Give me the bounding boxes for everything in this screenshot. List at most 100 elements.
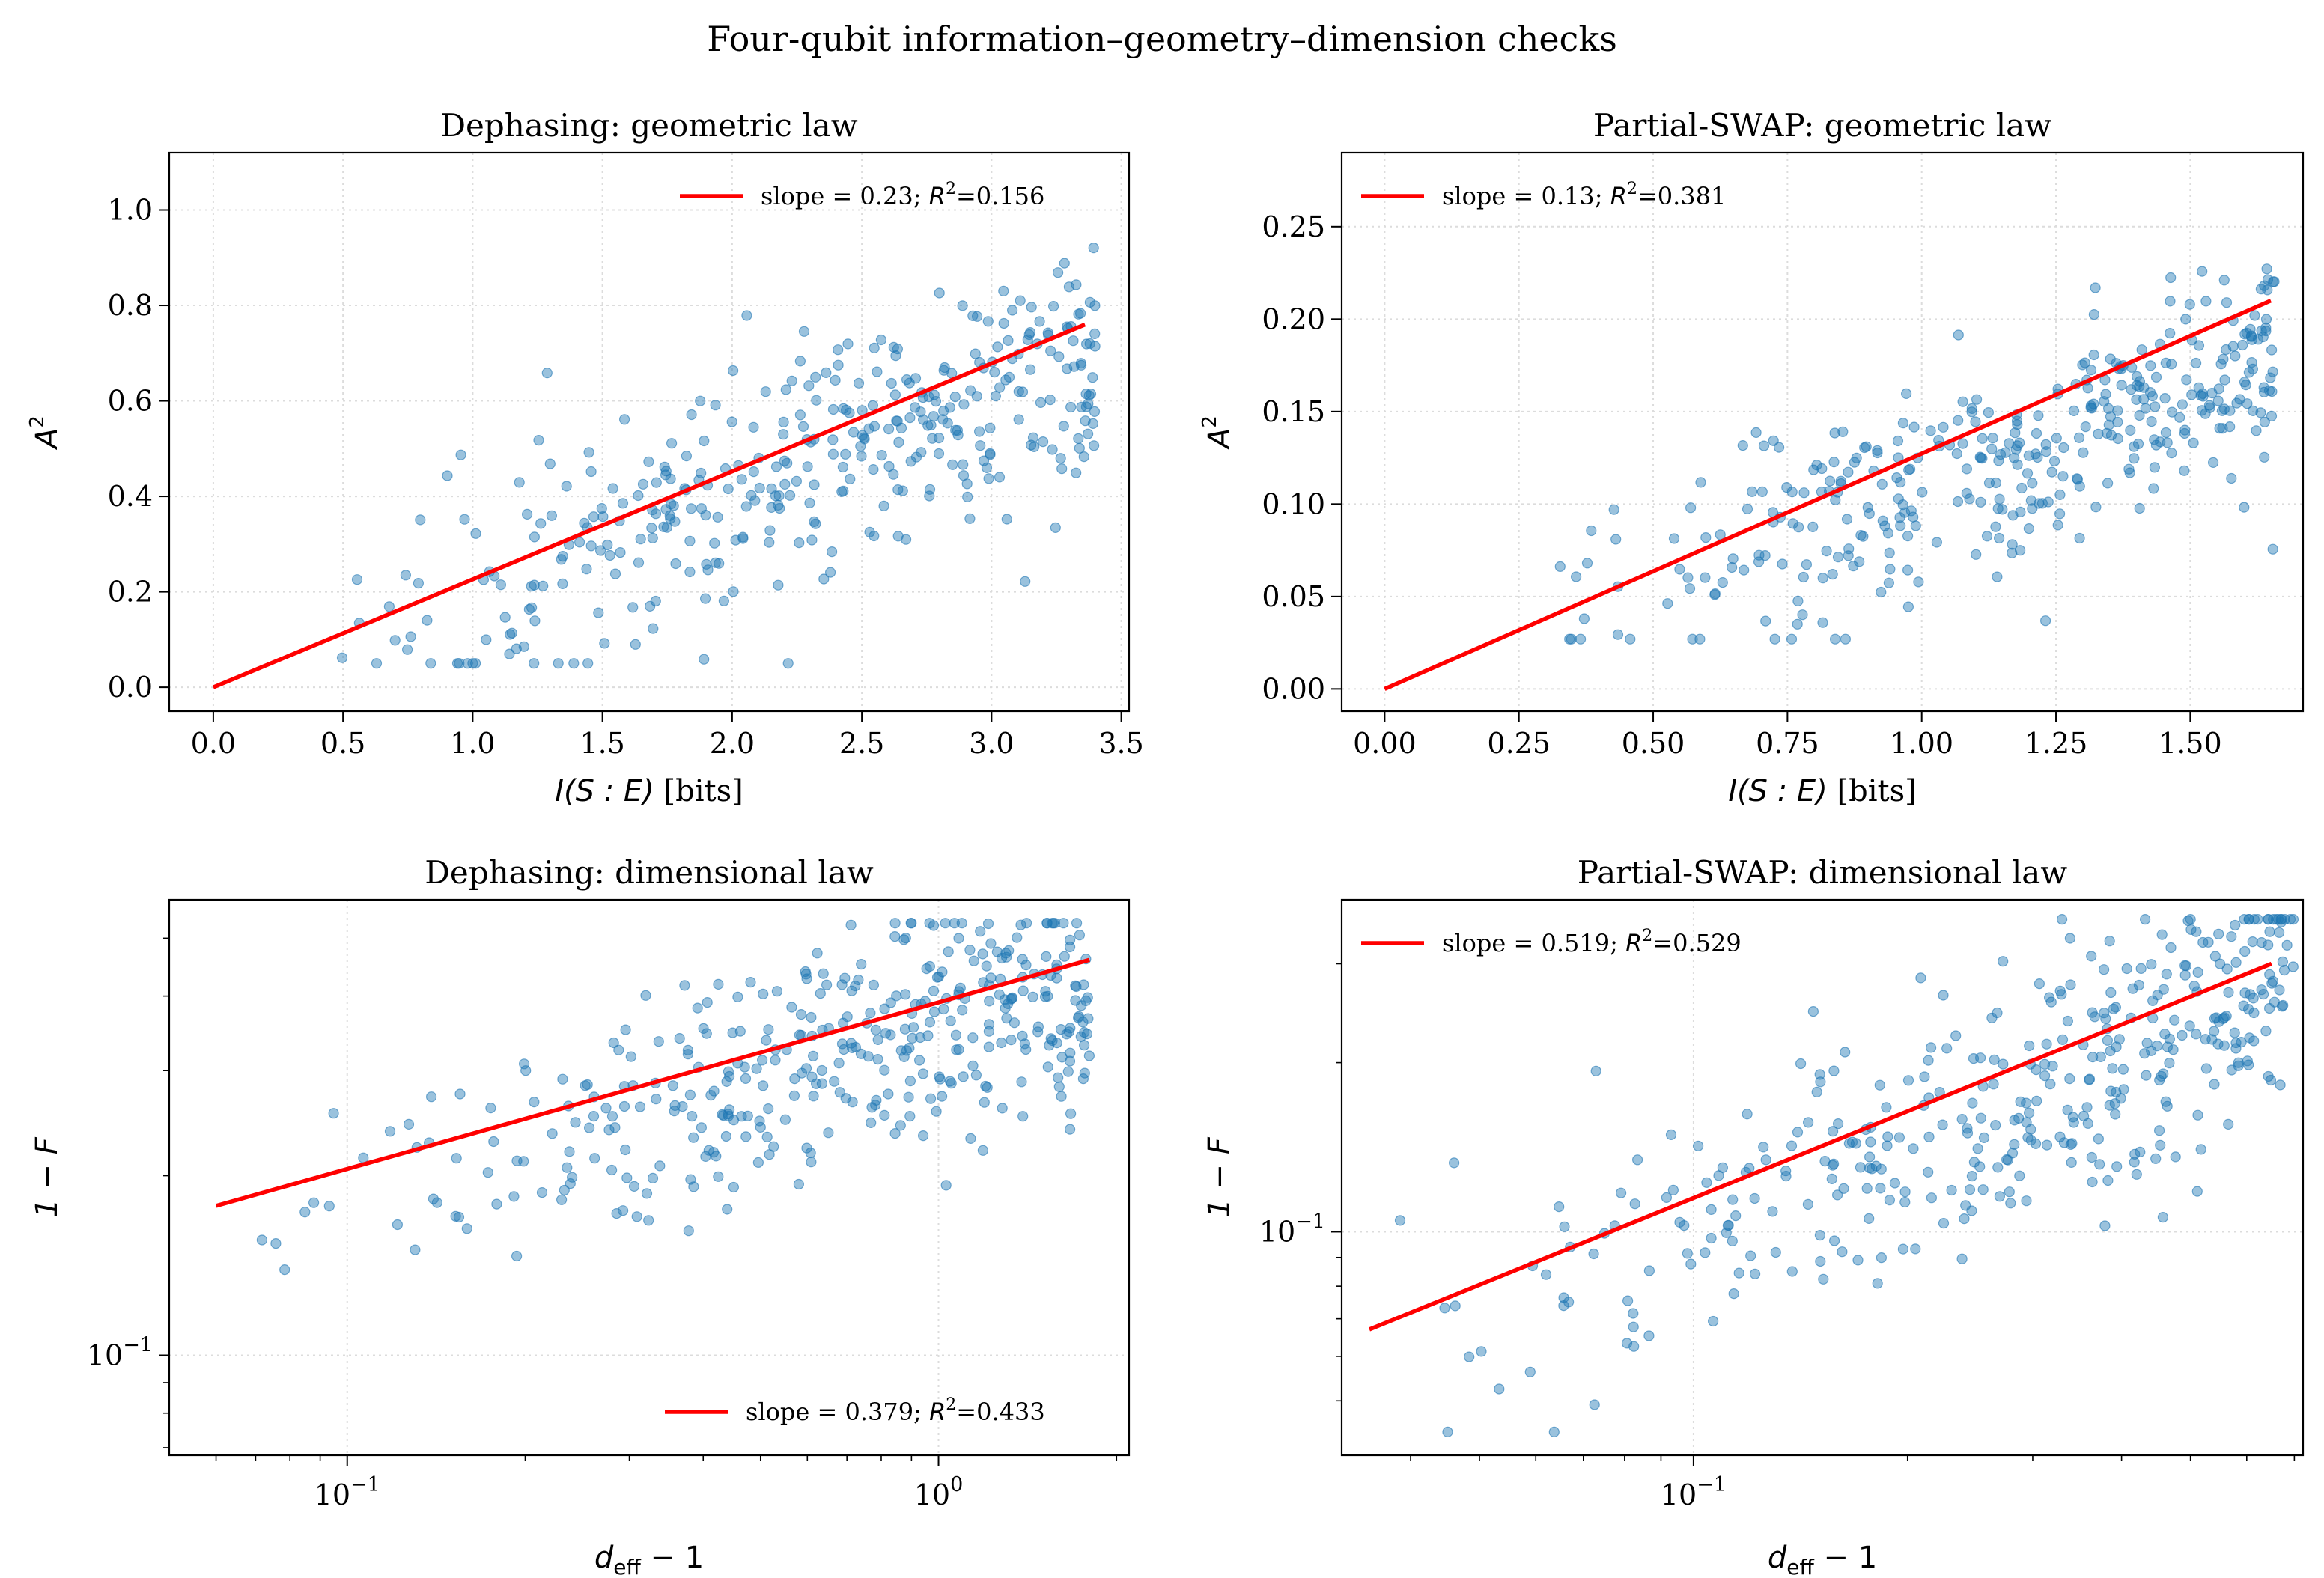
data-point [2009, 1115, 2020, 1126]
data-point [1884, 1195, 1895, 1206]
data-point [2188, 981, 2200, 992]
data-point [720, 1130, 732, 1142]
data-point [858, 432, 870, 443]
data-point [1026, 302, 1037, 313]
panel-title: Partial-SWAP: dimensional law [1578, 854, 2068, 891]
data-point [358, 1152, 369, 1163]
data-point [383, 601, 395, 612]
panel-partial-swap-dimensional: 10−1 10−1 Partial-SWAP: dimensional law def… [1202, 854, 2305, 1578]
data-point [651, 477, 662, 488]
data-point [1089, 406, 1101, 418]
data-point [826, 546, 838, 558]
data-point [761, 1035, 772, 1046]
data-point [764, 537, 775, 548]
data-point [1700, 531, 1712, 543]
data-point [1992, 1162, 2004, 1173]
data-point [1001, 514, 1012, 525]
data-point [568, 658, 580, 669]
data-point [1872, 447, 1883, 459]
data-point [617, 1205, 629, 1216]
data-point [994, 382, 1006, 393]
data-point [1742, 1109, 1753, 1120]
data-point [1693, 1140, 1704, 1151]
ticks: 10−1 100 10−1 [87, 937, 1118, 1511]
data-point [1071, 918, 1083, 929]
data-point [1559, 1221, 1570, 1232]
data-point [1966, 406, 1977, 418]
data-point [1073, 433, 1084, 445]
data-point [699, 435, 710, 447]
data-point [1833, 1118, 1844, 1130]
data-point [1083, 398, 1094, 409]
panel-dephasing-geometric: 0.0 0.5 1.0 1.5 2.0 2.5 3.0 3.5 0.0 0.2 0.4 0.6 0.8 1… [26, 107, 1144, 808]
data-point [1828, 1126, 1839, 1137]
data-point [1694, 633, 1706, 645]
data-point [924, 1017, 936, 1028]
data-point [2093, 1133, 2104, 1145]
data-point [405, 631, 416, 642]
data-point [1913, 576, 1924, 588]
data-point [518, 1058, 530, 1070]
data-point [2247, 936, 2258, 948]
data-point [1864, 1151, 1876, 1163]
data-point [749, 495, 761, 506]
data-point [682, 1044, 694, 1056]
data-point [1084, 296, 1096, 308]
data-point [2215, 359, 2227, 370]
data-point [1087, 372, 1098, 383]
data-point [1837, 1246, 1848, 1258]
data-point [1981, 531, 1993, 542]
data-point [837, 461, 849, 473]
data-point [2136, 344, 2147, 356]
data-point [2010, 444, 2022, 455]
legend-label: slope = 0.379; R2=0.433 [746, 1395, 1045, 1426]
data-point [2168, 1044, 2179, 1055]
data-point [2195, 1144, 2206, 1155]
data-point [879, 1109, 890, 1121]
data-point [714, 558, 725, 569]
data-point [2039, 1070, 2051, 1082]
data-point [597, 511, 609, 523]
data-point [1998, 1058, 2009, 1070]
data-point [1084, 338, 1095, 350]
data-point [1083, 1050, 1095, 1061]
data-point [1786, 1140, 1798, 1151]
data-point [1074, 442, 1085, 454]
data-point [1792, 595, 1804, 607]
data-point [2021, 1117, 2032, 1128]
data-point [1628, 1321, 1639, 1332]
data-point [2160, 357, 2171, 368]
data-point [2058, 442, 2069, 454]
data-point [2093, 428, 2104, 439]
data-point [1027, 991, 1038, 1002]
data-point [703, 1145, 714, 1156]
data-point [1828, 456, 1840, 468]
data-point [1745, 1250, 1756, 1261]
data-point [1803, 1117, 1814, 1128]
data-point [906, 918, 917, 929]
data-point [1015, 295, 1026, 306]
data-point [2072, 473, 2083, 484]
data-point [2066, 1138, 2078, 1149]
data-point [2238, 1000, 2249, 1011]
data-point [389, 635, 401, 646]
data-point [1089, 328, 1101, 339]
data-point [681, 450, 693, 462]
data-point [2242, 1055, 2253, 1067]
data-point [599, 638, 610, 649]
panel-dephasing-dimensional: 10−1 100 10−1 Dephasing: dimensional law def… [30, 854, 1131, 1578]
data-point [2042, 496, 2054, 508]
data-point [2197, 936, 2209, 948]
data-point [2040, 439, 2051, 451]
data-point [2054, 508, 2066, 520]
data-point [1843, 466, 1854, 478]
data-point [880, 1028, 892, 1039]
data-point [485, 1102, 496, 1114]
data-point [1571, 571, 1582, 582]
data-point [2150, 371, 2162, 383]
data-point [1864, 1213, 1875, 1225]
data-point [400, 570, 412, 581]
data-point [1756, 486, 1768, 498]
data-point [696, 1122, 708, 1133]
data-point [875, 334, 887, 346]
